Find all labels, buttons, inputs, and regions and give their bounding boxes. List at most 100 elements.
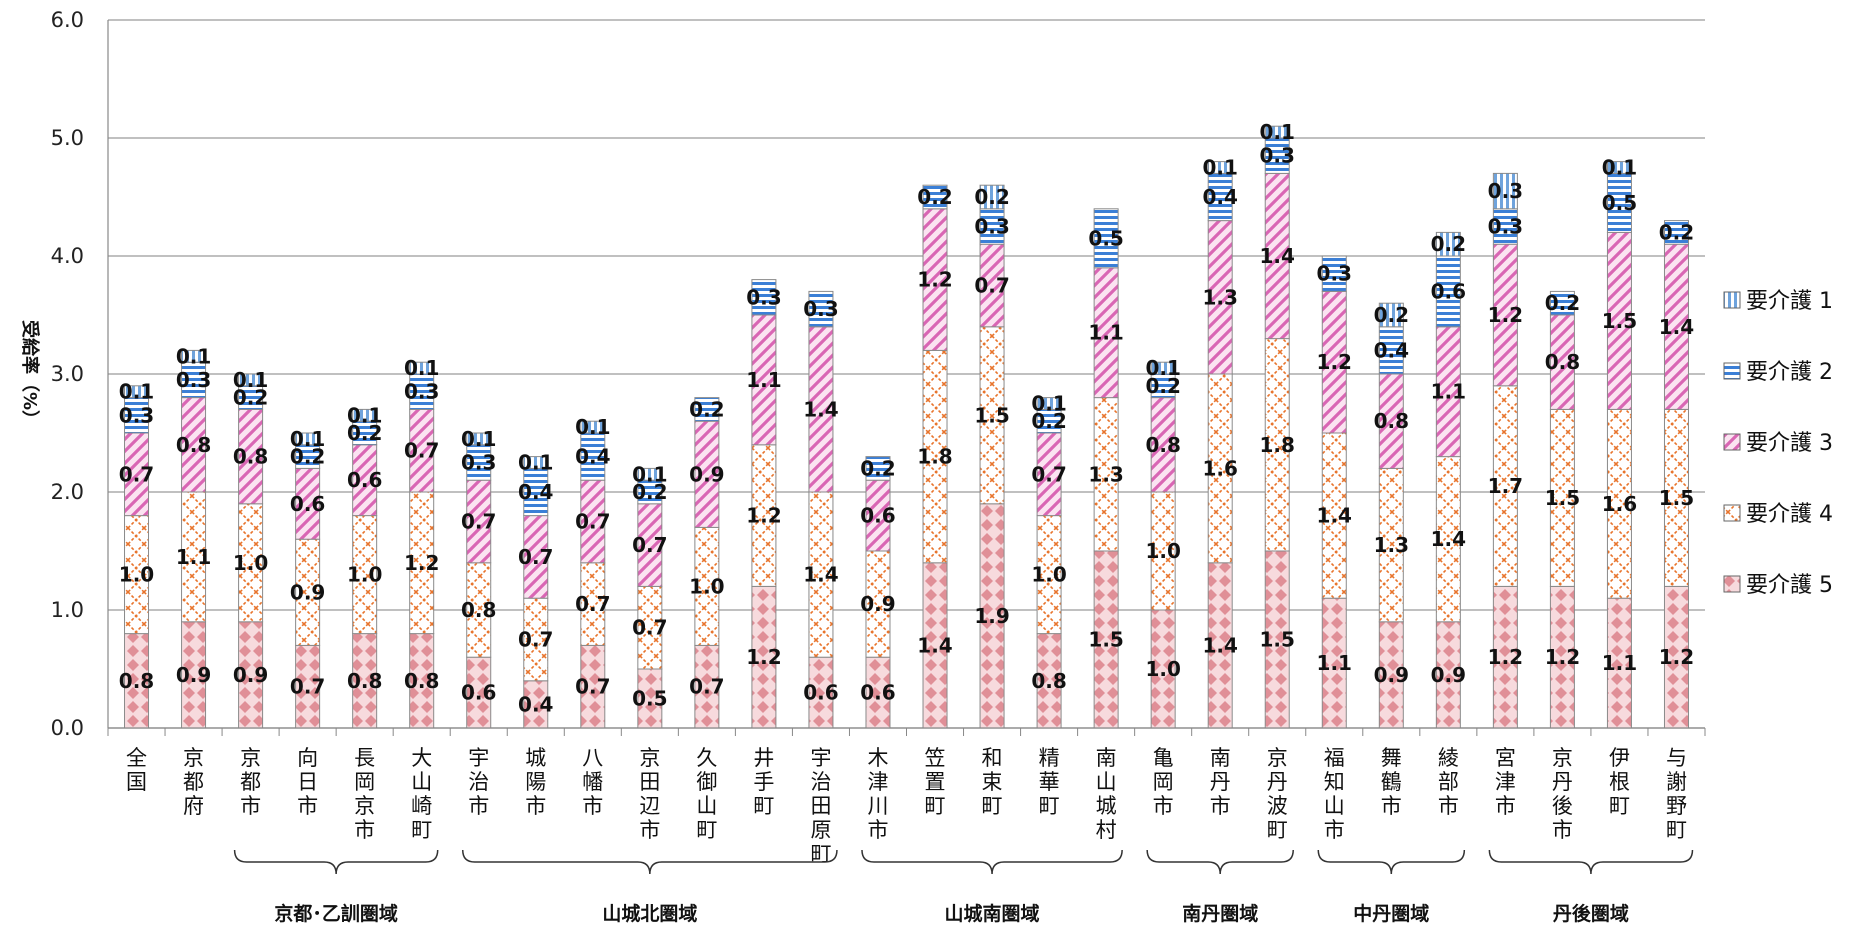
data-label: 0.1 (1260, 120, 1295, 144)
bar-stack: 0.6 1.4 1.4 0.3 (803, 290, 839, 729)
data-label: 0.2 (632, 480, 667, 504)
data-label: 1.6 (1202, 456, 1237, 480)
data-label: 1.2 (1545, 645, 1580, 669)
data-label: 0.3 (1317, 262, 1352, 286)
bar-segment (409, 361, 435, 375)
category-label: 南丹市 (1210, 746, 1231, 818)
bar-segment (922, 349, 948, 564)
region-label: 中丹圏域 (1353, 902, 1429, 925)
data-label: 0.3 (974, 215, 1009, 239)
bar-segment (580, 420, 606, 434)
bar-segment (922, 184, 948, 210)
bar-segment (1606, 161, 1632, 174)
bar-segment (1378, 621, 1404, 729)
category-label: 舞鶴市 (1381, 746, 1402, 818)
bar-stack: 0.6 0.9 0.6 0.2 (860, 456, 896, 729)
bar-segment (1093, 397, 1119, 552)
bar-segment (751, 279, 777, 316)
data-label: 1.2 (917, 268, 952, 292)
data-label: 1.0 (347, 563, 382, 587)
bar-segment (865, 656, 891, 729)
data-label: 0.2 (974, 185, 1009, 209)
bar-segment (694, 420, 720, 528)
data-label: 1.5 (1545, 486, 1580, 510)
legend-label: 要介護 5 (1746, 573, 1833, 598)
bar-segment (865, 456, 891, 481)
bar-segment (466, 444, 492, 481)
bar-segment (1435, 255, 1461, 328)
data-label: 1.1 (176, 545, 211, 569)
legend-label: 要介護 4 (1746, 502, 1833, 527)
data-label: 1.1 (1602, 651, 1637, 675)
data-label: 1.5 (1088, 628, 1123, 652)
category-label: 京都府 (183, 746, 204, 818)
bar-segment (523, 467, 549, 517)
data-label: 0.4 (518, 480, 553, 504)
bar-segment (1378, 302, 1404, 328)
data-label: 1.9 (974, 604, 1009, 628)
legend-item: 要介護 4 (1723, 502, 1833, 527)
bar-segment (409, 408, 435, 493)
bar-segment (1093, 550, 1119, 729)
category-label: 亀岡市 (1153, 746, 1174, 818)
data-label: 0.7 (632, 616, 667, 640)
bar-stack: 0.7 0.7 0.7 0.4 0.1 (575, 415, 611, 729)
data-label: 0.1 (1031, 392, 1066, 416)
category-label: 大山崎町 (411, 746, 432, 842)
bar-stack: 0.6 0.8 0.7 0.30.1 (461, 427, 496, 729)
data-label: 0.9 (1431, 663, 1466, 687)
bar-stack: 0.5 0.7 0.7 0.20.1 (632, 462, 668, 729)
bar-segment (751, 444, 777, 587)
bar-segment (637, 467, 663, 481)
data-label: 0.2 (689, 397, 724, 421)
bar-stack: 0.8 1.0 0.7 0.30.1 (119, 380, 154, 729)
bar-stack: 1.1 1.4 1.2 0.3 (1317, 255, 1352, 729)
bar-segment (1663, 220, 1689, 245)
legend-label: 要介護 1 (1746, 289, 1833, 314)
data-label: 0.9 (1374, 663, 1409, 687)
category-label: 綾部市 (1438, 746, 1459, 818)
data-label: 0.4 (1202, 185, 1237, 209)
category-label: 笠置町 (925, 746, 946, 818)
data-label: 0.9 (860, 592, 895, 616)
bar-segment (694, 397, 720, 422)
bar-segment (124, 432, 150, 517)
data-label: 0.1 (404, 356, 439, 380)
data-label: 0.6 (347, 468, 382, 492)
bar-segment (124, 385, 150, 399)
data-label: 1.4 (1659, 315, 1694, 339)
data-label: 1.1 (746, 368, 781, 392)
region-label: 南丹圏域 (1182, 902, 1258, 925)
bar-segment (1264, 172, 1290, 340)
data-label: 1.2 (746, 504, 781, 528)
data-label: 0.1 (632, 462, 667, 486)
region-bracket (233, 849, 439, 875)
y-axis: 0.0 1.0 2.0 3.0 4.0 5.0 6.0 (51, 8, 109, 740)
y-tick-label: 3.0 (51, 362, 84, 386)
data-label: 0.6 (803, 681, 838, 705)
data-label: 1.2 (1317, 350, 1352, 374)
data-label: 0.3 (119, 403, 154, 427)
bar-segment (1663, 408, 1689, 587)
data-label: 0.1 (575, 415, 610, 439)
bar-stack: 1.2 1.5 1.4 0.2 (1659, 220, 1694, 729)
bar-stack: 1.2 1.7 1.2 0.3 0.3 (1488, 172, 1523, 729)
data-label: 1.0 (119, 563, 154, 587)
data-label: 0.3 (803, 297, 838, 321)
category-label: 木津川市 (867, 746, 888, 842)
bar-segment (1435, 621, 1461, 729)
bar-stack: 0.9 1.0 0.8 0.20.1 (233, 368, 268, 729)
data-label: 0.2 (1545, 291, 1580, 315)
data-label: 0.1 (1602, 156, 1637, 180)
data-label: 0.7 (119, 462, 154, 486)
data-label: 0.8 (1145, 433, 1180, 457)
data-label: 1.4 (1260, 244, 1295, 268)
bar-segment (751, 314, 777, 446)
category-label: 精華町 (1039, 746, 1060, 818)
bar-segment (1321, 255, 1347, 292)
data-label: 0.1 (290, 427, 325, 451)
bar-stack: 1.2 1.5 0.8 0.2 (1545, 290, 1580, 729)
bar-stack: 0.9 1.4 1.1 0.6 0.2 (1431, 231, 1466, 729)
data-label: 1.4 (803, 397, 838, 421)
